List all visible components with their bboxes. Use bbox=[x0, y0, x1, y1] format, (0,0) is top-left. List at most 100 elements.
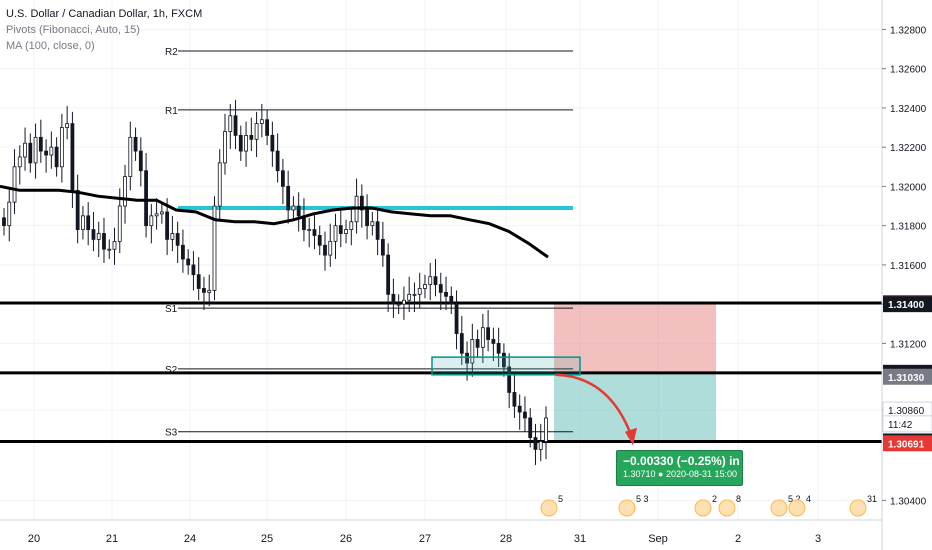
candle bbox=[107, 239, 112, 260]
candle bbox=[81, 206, 85, 240]
candle bbox=[102, 217, 106, 263]
y-tick-label: 1.32400 bbox=[890, 104, 927, 115]
candle bbox=[202, 276, 206, 311]
candle-body bbox=[323, 244, 327, 256]
candle-body bbox=[238, 134, 243, 152]
event-marker-icon bbox=[788, 499, 806, 517]
candle bbox=[275, 133, 280, 183]
candle bbox=[65, 105, 70, 140]
candle-body bbox=[217, 162, 222, 207]
legend-pivots: Pivots (Fibonacci, Auto, 15) bbox=[6, 24, 140, 36]
candle-body bbox=[223, 131, 227, 164]
candle bbox=[175, 221, 180, 263]
candle-body bbox=[70, 123, 75, 191]
candle-body bbox=[175, 233, 180, 246]
candle-body bbox=[486, 327, 491, 340]
candle bbox=[254, 111, 259, 157]
candle-body bbox=[449, 295, 454, 305]
candle bbox=[233, 100, 238, 150]
candle bbox=[165, 198, 170, 256]
candle bbox=[96, 221, 101, 258]
candle-body bbox=[270, 134, 275, 152]
candle bbox=[449, 286, 454, 314]
candle-body bbox=[212, 205, 217, 291]
candle-body bbox=[75, 189, 80, 230]
pivot-label-s3: S3 bbox=[165, 428, 178, 439]
candle-body bbox=[533, 437, 538, 450]
x-tick-label: 28 bbox=[500, 533, 512, 545]
x-tick-label: 3 bbox=[815, 533, 821, 545]
candle-body bbox=[338, 225, 343, 234]
candle-body bbox=[254, 123, 259, 140]
candle-body bbox=[475, 339, 480, 348]
candle bbox=[2, 208, 6, 236]
event-marker-icon bbox=[694, 499, 712, 517]
candle bbox=[512, 374, 517, 418]
candle-body bbox=[317, 235, 322, 246]
x-tick-label: 25 bbox=[261, 533, 273, 545]
candle-body bbox=[312, 229, 317, 236]
candle-body bbox=[470, 339, 475, 364]
candle-body bbox=[259, 119, 264, 125]
candle bbox=[338, 209, 343, 248]
price-label-bg bbox=[883, 368, 932, 385]
x-tick-label: 26 bbox=[340, 533, 352, 545]
candle bbox=[302, 198, 306, 242]
candle-body bbox=[12, 166, 17, 203]
x-tick-label: 31 bbox=[574, 533, 586, 545]
x-tick-label: 27 bbox=[419, 533, 431, 545]
candle-body bbox=[544, 417, 548, 442]
candle-body bbox=[407, 293, 412, 301]
candle bbox=[59, 113, 64, 183]
y-tick-label: 1.32200 bbox=[890, 143, 927, 154]
candle bbox=[370, 211, 375, 236]
candle-body bbox=[233, 115, 238, 136]
candle-body bbox=[365, 209, 369, 227]
candle bbox=[123, 164, 127, 224]
candle-body bbox=[54, 146, 59, 168]
event-marker-count: 5 2 bbox=[788, 494, 801, 504]
projection-box: −0.00330 (−0.25%) in 3d 1.30710 ● 2020-0… bbox=[616, 450, 757, 486]
candle bbox=[228, 104, 233, 150]
candle-body bbox=[538, 441, 543, 450]
candle bbox=[349, 208, 354, 246]
candle-body bbox=[96, 233, 101, 240]
candle-body bbox=[402, 299, 406, 305]
candle bbox=[475, 329, 480, 358]
candle-body bbox=[528, 417, 533, 438]
candle-body bbox=[91, 229, 96, 240]
candle bbox=[217, 149, 222, 222]
price-label: 11:42 bbox=[888, 420, 913, 431]
price-label-bg bbox=[882, 415, 932, 433]
candle-body bbox=[459, 333, 464, 354]
candle bbox=[380, 221, 385, 267]
x-tick-label: 24 bbox=[184, 533, 196, 545]
candle bbox=[244, 121, 248, 167]
candle-body bbox=[412, 293, 417, 296]
candle-body bbox=[296, 205, 301, 217]
candle bbox=[538, 423, 543, 462]
candle-body bbox=[202, 288, 206, 293]
candle bbox=[138, 137, 143, 187]
candle bbox=[249, 117, 254, 152]
candle bbox=[433, 259, 438, 297]
candle-body bbox=[65, 123, 70, 128]
candle bbox=[181, 229, 185, 273]
candle bbox=[496, 327, 501, 367]
candle bbox=[333, 213, 338, 260]
candle bbox=[323, 231, 327, 271]
price-label-bg bbox=[883, 296, 932, 313]
candle bbox=[144, 153, 148, 238]
candle-body bbox=[380, 238, 385, 256]
event-marker-count: 2 bbox=[712, 494, 717, 504]
price-label: 1.31030 bbox=[888, 373, 925, 384]
candle-body bbox=[428, 276, 433, 285]
legend-ma: MA (100, close, 0) bbox=[6, 40, 95, 52]
candle bbox=[396, 294, 401, 314]
legend-title: U.S. Dollar / Canadian Dollar, 1h, FXCM bbox=[6, 8, 203, 20]
x-tick-label: 21 bbox=[106, 533, 118, 545]
pivot-label-r2: R2 bbox=[165, 47, 178, 58]
candle-body bbox=[186, 258, 191, 266]
candle bbox=[17, 145, 22, 185]
